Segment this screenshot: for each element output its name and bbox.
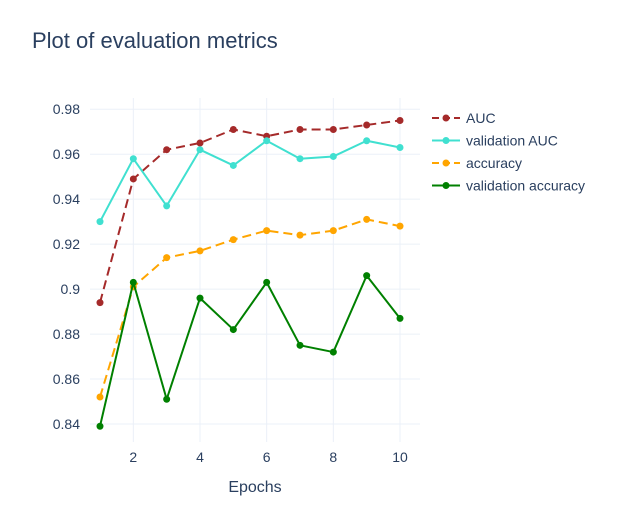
data-point[interactable]: [296, 341, 304, 349]
legend-item[interactable]: validation AUC: [432, 133, 558, 149]
data-point[interactable]: [396, 116, 404, 124]
series-auc: [96, 116, 404, 307]
data-point[interactable]: [196, 146, 204, 154]
legend-item[interactable]: validation accuracy: [432, 178, 585, 194]
series-line: [99, 119, 401, 303]
y-tick-label: 0.9: [61, 281, 81, 297]
tick-labels: 0.84 0.86 0.88 0.9 0.92 0.94 0.96 0.98 2 4 6 8 10: [53, 101, 408, 465]
data-point[interactable]: [163, 202, 171, 210]
series-validation-accuracy: [96, 272, 404, 430]
chart-title: Plot of evaluation metrics: [32, 28, 278, 53]
legend-marker: [442, 114, 450, 122]
legend-marker: [442, 137, 450, 144]
data-point[interactable]: [196, 294, 204, 302]
x-axis-title: Epochs: [228, 479, 281, 496]
data-point[interactable]: [96, 218, 104, 226]
data-point[interactable]: [329, 227, 337, 235]
data-point[interactable]: [329, 348, 337, 356]
legend-label: accuracy: [466, 155, 522, 171]
legend-item[interactable]: accuracy: [432, 155, 522, 171]
data-point[interactable]: [363, 215, 371, 223]
series-accuracy: [96, 215, 404, 401]
data-point[interactable]: [229, 236, 237, 244]
x-tick-label: 4: [196, 449, 204, 465]
legend[interactable]: AUC validation AUC accuracy validation accu…: [432, 110, 585, 194]
data-point[interactable]: [129, 278, 137, 286]
series-line: [99, 139, 401, 223]
data-point[interactable]: [296, 231, 304, 239]
data-point[interactable]: [96, 299, 104, 307]
data-point[interactable]: [163, 395, 171, 403]
y-tick-label: 0.84: [53, 416, 80, 432]
data-point[interactable]: [96, 393, 104, 401]
legend-marker: [442, 182, 450, 189]
data-point[interactable]: [396, 314, 404, 322]
y-tick-label: 0.88: [53, 326, 80, 342]
data-point[interactable]: [229, 125, 237, 133]
series-line: [99, 218, 401, 398]
legend-label: AUC: [466, 110, 496, 126]
series-validation-auc: [96, 137, 404, 226]
data-point[interactable]: [196, 139, 204, 147]
data-point[interactable]: [263, 137, 271, 145]
data-point[interactable]: [396, 222, 404, 230]
x-tick-label: 6: [263, 449, 271, 465]
data-point[interactable]: [363, 121, 371, 129]
legend-label: validation accuracy: [466, 178, 585, 194]
y-tick-label: 0.94: [53, 191, 80, 207]
data-point[interactable]: [296, 125, 304, 133]
data-point[interactable]: [329, 152, 337, 160]
data-point[interactable]: [129, 175, 137, 183]
series-layer: [96, 116, 404, 430]
data-point[interactable]: [329, 125, 337, 133]
data-point[interactable]: [263, 227, 271, 235]
x-tick-label: 8: [329, 449, 337, 465]
data-point[interactable]: [396, 143, 404, 151]
x-tick-label: 2: [129, 449, 137, 465]
data-point[interactable]: [129, 155, 137, 163]
data-point[interactable]: [363, 272, 371, 280]
x-tick-label: 10: [392, 449, 408, 465]
data-point[interactable]: [263, 278, 271, 286]
y-tick-label: 0.92: [53, 236, 80, 252]
y-tick-label: 0.96: [53, 146, 80, 162]
data-point[interactable]: [163, 254, 171, 262]
y-tick-label: 0.86: [53, 371, 80, 387]
data-point[interactable]: [363, 137, 371, 145]
data-point[interactable]: [196, 247, 204, 255]
series-line: [99, 274, 401, 427]
data-point[interactable]: [163, 146, 171, 154]
y-tick-label: 0.98: [53, 101, 80, 117]
data-point[interactable]: [229, 161, 237, 169]
legend-marker: [442, 159, 450, 167]
data-point[interactable]: [296, 155, 304, 163]
data-point[interactable]: [229, 326, 237, 334]
legend-label: validation AUC: [466, 133, 558, 149]
legend-item[interactable]: AUC: [432, 110, 496, 126]
data-point[interactable]: [96, 422, 104, 430]
